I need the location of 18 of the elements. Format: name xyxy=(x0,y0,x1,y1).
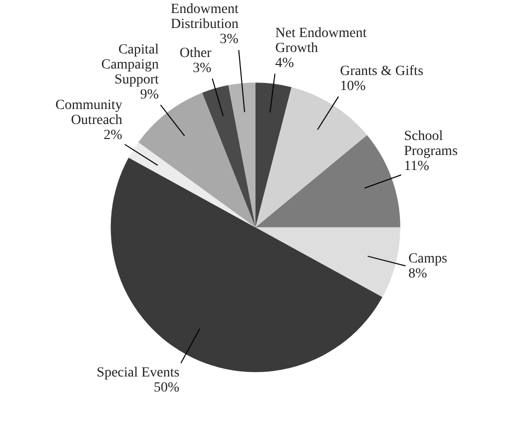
slice-label: Special Events xyxy=(96,366,180,381)
slice-label: Capital Campaign Support xyxy=(101,42,159,88)
data-label: 3% xyxy=(192,60,212,76)
data-label: 50% xyxy=(154,380,180,396)
slice-label: Camps xyxy=(408,252,448,267)
data-label: 10% xyxy=(340,79,366,94)
data-label: 9% xyxy=(140,88,160,103)
data-label: 2% xyxy=(104,128,123,143)
slice-label: Other xyxy=(180,46,212,61)
data-label: 3% xyxy=(220,32,239,48)
slice-label: Grants & Gifts xyxy=(340,64,424,80)
slice-label: School Programs xyxy=(404,128,458,159)
slice-label: Endowment Distribution xyxy=(170,2,239,32)
slice-label: Community Outreach xyxy=(55,98,122,128)
data-label: 4% xyxy=(275,56,294,71)
slice-label: Net Endowment Growth xyxy=(275,26,367,56)
data-label: 11% xyxy=(404,158,430,174)
data-label: 8% xyxy=(408,266,428,282)
